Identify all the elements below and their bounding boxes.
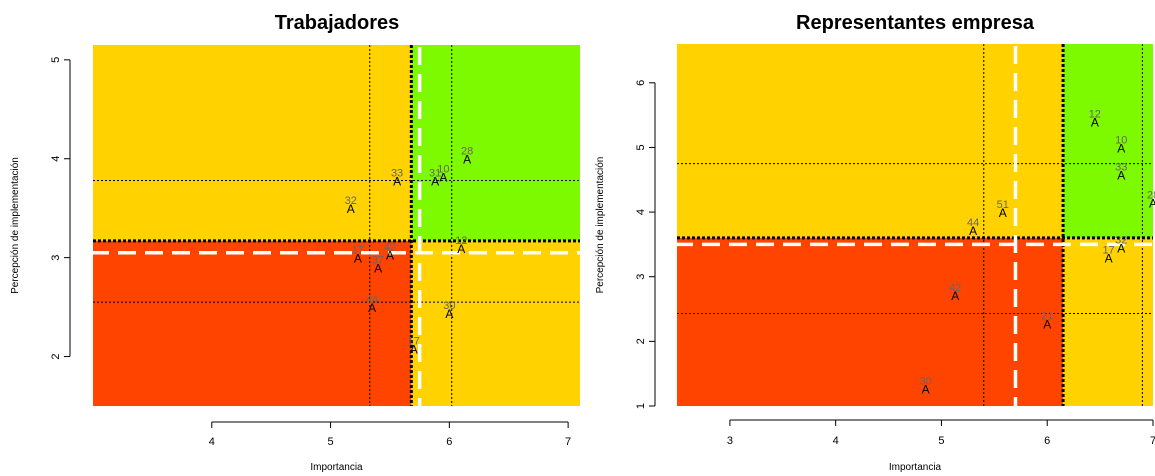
x-tick-label: 7 bbox=[1150, 435, 1155, 447]
point-label: 33 bbox=[1115, 162, 1127, 174]
x-tick-label: 4 bbox=[833, 435, 839, 447]
x-tick-label: 6 bbox=[446, 436, 452, 448]
x-axis-label: Importancia bbox=[310, 462, 363, 473]
point-label: 17 bbox=[408, 336, 420, 348]
point-label: 28 bbox=[461, 146, 473, 158]
point-label: 51 bbox=[997, 199, 1009, 211]
quadrant-top-left bbox=[93, 45, 412, 241]
point-marker: A bbox=[374, 262, 382, 276]
point-marker: A bbox=[439, 171, 447, 185]
y-tick-label: 4 bbox=[635, 209, 647, 215]
y-tick-label: 2 bbox=[635, 338, 647, 344]
x-tick-label: 5 bbox=[938, 435, 944, 447]
point-label: 32 bbox=[1115, 235, 1127, 247]
point-label: 42 bbox=[949, 282, 961, 294]
point-label: 17 bbox=[352, 245, 364, 257]
point-marker: A bbox=[951, 289, 959, 303]
quadrant-top-left bbox=[677, 44, 1064, 238]
point-marker: A bbox=[1117, 169, 1125, 183]
point-label: 31 bbox=[429, 167, 441, 179]
point-marker: A bbox=[347, 202, 355, 216]
point-marker: A bbox=[431, 174, 439, 188]
point-label: 33 bbox=[391, 167, 403, 179]
chart-representantes-empresa: Representantes empresa12A10A33A28A51A44A… bbox=[595, 12, 1155, 473]
point-marker: A bbox=[463, 153, 471, 167]
quadrant-bottom-right bbox=[411, 240, 580, 406]
x-tick-label: 5 bbox=[327, 436, 333, 448]
point-marker: A bbox=[368, 301, 376, 315]
y-axis-label: Percepción de implementación bbox=[10, 157, 21, 294]
x-axis-label: Importancia bbox=[889, 462, 942, 473]
x-tick-label: 6 bbox=[1044, 435, 1050, 447]
y-tick-label: 1 bbox=[635, 403, 647, 409]
point-marker: A bbox=[393, 174, 401, 188]
point-marker: A bbox=[1117, 141, 1125, 155]
point-marker: A bbox=[457, 242, 465, 256]
y-axis-label: Percepción de implementación bbox=[595, 157, 606, 294]
y-tick-label: 2 bbox=[50, 353, 62, 359]
point-label: 44 bbox=[967, 217, 979, 229]
x-tick-label: 7 bbox=[565, 436, 571, 448]
point-label: 42 bbox=[384, 242, 396, 254]
point-label: 37 bbox=[372, 255, 384, 267]
chart-title: Trabajadores bbox=[275, 12, 400, 34]
point-marker: A bbox=[386, 249, 394, 263]
point-marker: A bbox=[1105, 251, 1113, 265]
point-marker: A bbox=[1043, 317, 1051, 331]
point-label: 28 bbox=[1147, 189, 1155, 201]
y-tick-label: 5 bbox=[50, 57, 62, 63]
y-tick-label: 6 bbox=[635, 80, 647, 86]
y-tick-label: 4 bbox=[50, 156, 62, 162]
point-marker: A bbox=[922, 383, 930, 397]
point-label: 12 bbox=[455, 235, 467, 247]
point-marker: A bbox=[1149, 196, 1155, 210]
point-marker: A bbox=[354, 252, 362, 266]
y-tick-label: 5 bbox=[635, 144, 647, 150]
y-tick-label: 3 bbox=[50, 255, 62, 261]
quadrant-bottom-right bbox=[1063, 237, 1153, 406]
quadrant-top-right bbox=[411, 45, 580, 241]
point-marker: A bbox=[999, 206, 1007, 220]
quadrant-top-right bbox=[1063, 44, 1153, 238]
x-tick-label: 3 bbox=[727, 435, 733, 447]
x-tick-label: 4 bbox=[209, 436, 215, 448]
point-label: 12 bbox=[1089, 109, 1101, 121]
point-label: 10 bbox=[437, 164, 449, 176]
point-label: 21 bbox=[1041, 310, 1053, 322]
point-label: 32 bbox=[345, 195, 357, 207]
point-label: 17 bbox=[1102, 244, 1114, 256]
point-label: 44 bbox=[366, 294, 378, 306]
quadrant-bottom-left bbox=[677, 237, 1064, 406]
point-marker: A bbox=[410, 343, 418, 357]
point-marker: A bbox=[1117, 242, 1125, 256]
point-label: 10 bbox=[1115, 134, 1127, 146]
quadrant-bottom-left bbox=[93, 240, 412, 406]
y-tick-label: 3 bbox=[635, 274, 647, 280]
point-marker: A bbox=[445, 307, 453, 321]
point-label: 30 bbox=[919, 376, 931, 388]
point-marker: A bbox=[1091, 116, 1099, 130]
point-label: 30 bbox=[443, 300, 455, 312]
chart-title: Representantes empresa bbox=[796, 12, 1035, 34]
point-marker: A bbox=[969, 224, 977, 238]
